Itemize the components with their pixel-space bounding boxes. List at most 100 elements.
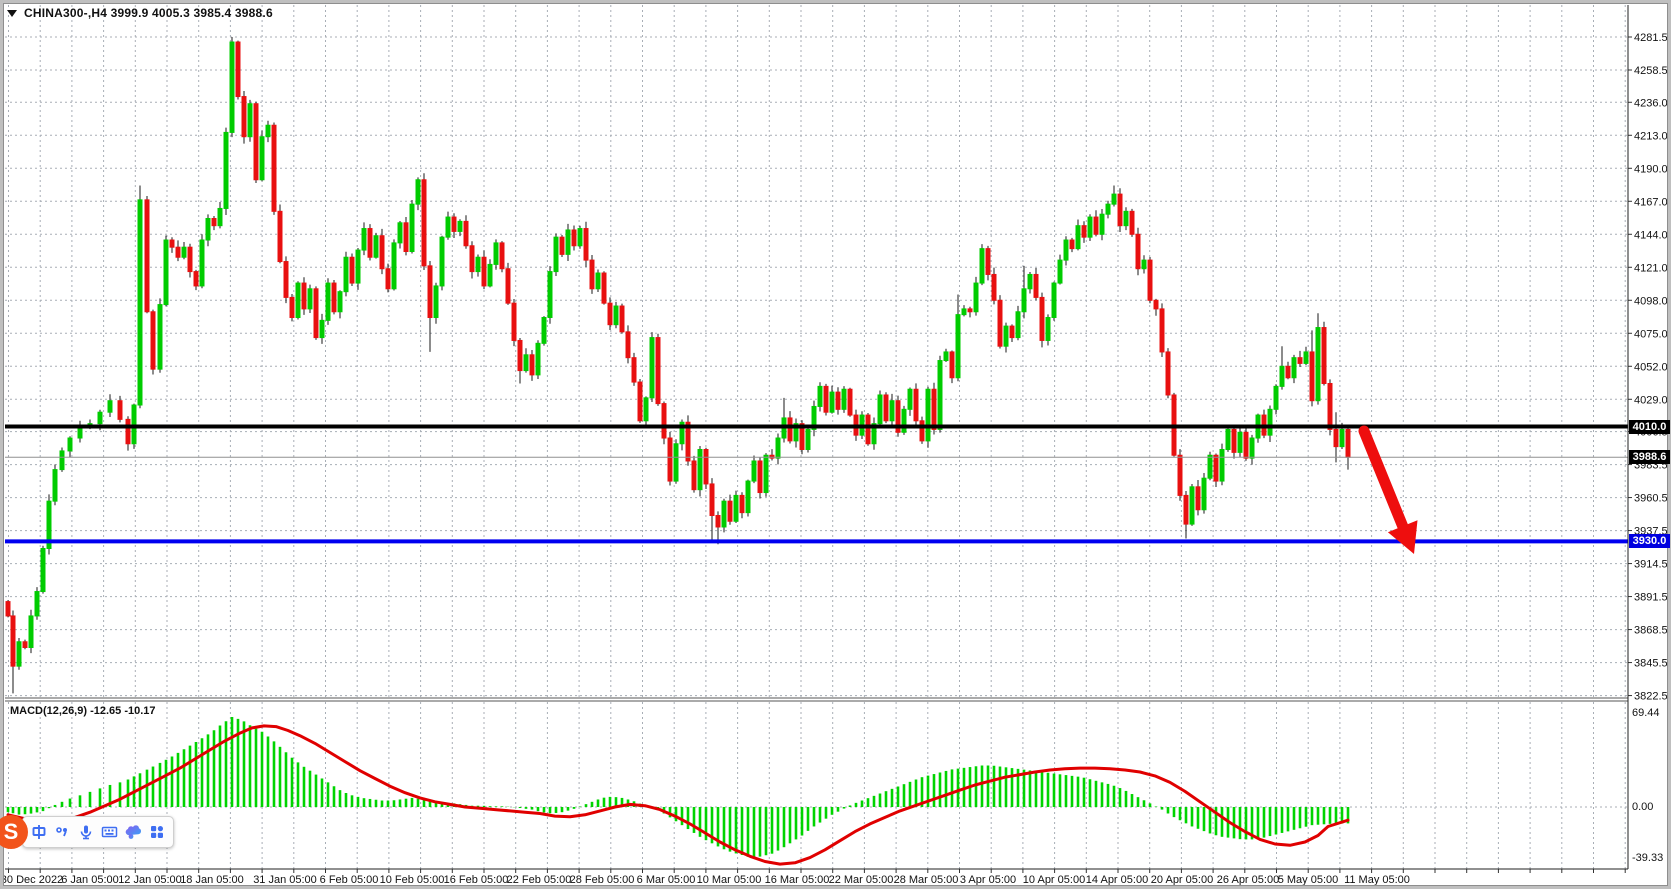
time-axis-label: 11 May 05:00 <box>1344 874 1410 886</box>
symbol-title: CHINA300-,H4 3999.9 4005.3 3985.4 3988.6 <box>24 6 273 20</box>
bear-candle <box>211 217 217 227</box>
bear-candle <box>379 235 385 270</box>
bear-candle <box>451 216 457 232</box>
time-axis-label: 3 Apr 05:00 <box>960 874 1016 886</box>
bear-candle <box>931 388 937 430</box>
bull-candle <box>97 411 103 425</box>
chart-dropdown-icon[interactable] <box>7 9 18 18</box>
time-axis-label: 31 Jan 05:00 <box>253 874 317 886</box>
bull-candle <box>28 615 34 648</box>
bull-candle <box>1339 428 1345 448</box>
bull-candle <box>493 242 499 265</box>
bull-candle <box>577 228 583 247</box>
price-axis-label: 4213.0 <box>1634 130 1668 142</box>
bull-candle <box>1087 216 1093 238</box>
macd-axis-max: 69.44 <box>1632 707 1660 719</box>
bull-candle <box>52 469 58 502</box>
bull-candle <box>1099 213 1105 235</box>
bull-candle <box>487 263 493 287</box>
microphone-icon[interactable] <box>77 823 95 841</box>
symbol-header: CHINA300-,H4 3999.9 4005.3 3985.4 3988.6 <box>7 6 273 20</box>
bear-candle <box>691 460 697 491</box>
bull-candle <box>751 460 757 482</box>
bull-candle <box>535 342 541 376</box>
macd-axis-min: -39.33 <box>1632 852 1664 864</box>
bull-candle <box>1015 311 1021 339</box>
time-axis-label: 28 Feb 05:00 <box>570 874 635 886</box>
bear-candle <box>289 296 295 318</box>
skin-icon[interactable] <box>124 823 142 841</box>
price-axis-label: 4029.0 <box>1634 394 1668 406</box>
price-axis-label: 3822.5 <box>1634 691 1668 703</box>
support-price-tag: 3930.0 <box>1629 534 1670 548</box>
bear-candle <box>1159 308 1165 353</box>
bull-candle <box>397 222 403 244</box>
bull-candle <box>433 285 439 318</box>
bull-candle <box>955 314 961 379</box>
price-axis-label: 3960.5 <box>1634 493 1668 505</box>
bear-candle <box>331 282 337 313</box>
bear-candle <box>1165 351 1171 396</box>
input-method-toolbar[interactable] <box>22 816 174 848</box>
bull-candle <box>679 421 685 445</box>
bear-candle <box>169 239 175 248</box>
toolbox-icon[interactable] <box>148 823 166 841</box>
bear-candle <box>1333 428 1339 448</box>
bull-candle <box>811 405 817 430</box>
bear-candle <box>1177 454 1183 496</box>
bull-candle <box>337 291 343 313</box>
bear-candle <box>1009 325 1015 339</box>
bull-candle <box>16 641 22 667</box>
bear-candle <box>913 388 919 422</box>
bear-candle <box>117 400 123 420</box>
bull-candle <box>1207 454 1213 479</box>
bear-candle <box>403 222 409 252</box>
bear-candle <box>949 351 955 379</box>
bull-candle <box>1237 431 1243 453</box>
bull-candle <box>217 207 223 227</box>
bull-candle <box>247 103 253 138</box>
bear-candle <box>1297 357 1303 364</box>
time-axis-label: 5 May 05:00 <box>1278 874 1339 886</box>
bull-candle <box>1189 486 1195 525</box>
bear-candle <box>1135 233 1141 270</box>
bull-candle <box>457 220 463 232</box>
time-axis-label: 6 Jan 05:00 <box>61 874 119 886</box>
bull-candle <box>157 304 163 370</box>
bear-candle <box>277 210 283 263</box>
time-axis-label: 26 Apr 05:00 <box>1217 874 1279 886</box>
bull-candle <box>565 229 571 255</box>
time-axis-label: 12 Jan 05:00 <box>118 874 182 886</box>
bear-candle <box>235 41 241 98</box>
bear-candle <box>1069 239 1075 250</box>
bear-candle <box>757 460 763 494</box>
bull-candle <box>325 282 331 321</box>
punctuation-icon[interactable] <box>53 823 71 841</box>
bull-candle <box>889 400 895 422</box>
price-axis-label: 4121.0 <box>1634 262 1668 274</box>
soft-keyboard-icon[interactable] <box>101 823 119 841</box>
time-axis-label: 16 Mar 05:00 <box>765 874 830 886</box>
chinese-mode-icon[interactable] <box>30 823 48 841</box>
bull-candle <box>547 271 553 318</box>
bull-candle <box>1051 282 1057 318</box>
bear-candle <box>715 514 721 528</box>
price-axis-label: 4258.5 <box>1634 65 1668 77</box>
bear-candle <box>367 228 373 258</box>
bull-candle <box>265 124 271 138</box>
price-axis-label: 4052.0 <box>1634 361 1668 373</box>
bear-candle <box>1033 273 1039 298</box>
macd-axis-zero: 0.00 <box>1632 801 1654 813</box>
bull-candle <box>295 282 301 318</box>
price-axis-label: 4190.0 <box>1634 163 1668 175</box>
time-axis-label: 10 Apr 05:00 <box>1023 874 1085 886</box>
bear-candle <box>469 245 475 273</box>
bear-candle <box>1195 486 1201 511</box>
bear-candle <box>583 228 589 261</box>
bear-candle <box>1039 296 1045 341</box>
bear-candle <box>144 199 150 313</box>
ime-logo-icon[interactable]: S <box>0 812 31 852</box>
bear-candle <box>511 302 517 341</box>
bear-candle <box>150 311 156 370</box>
